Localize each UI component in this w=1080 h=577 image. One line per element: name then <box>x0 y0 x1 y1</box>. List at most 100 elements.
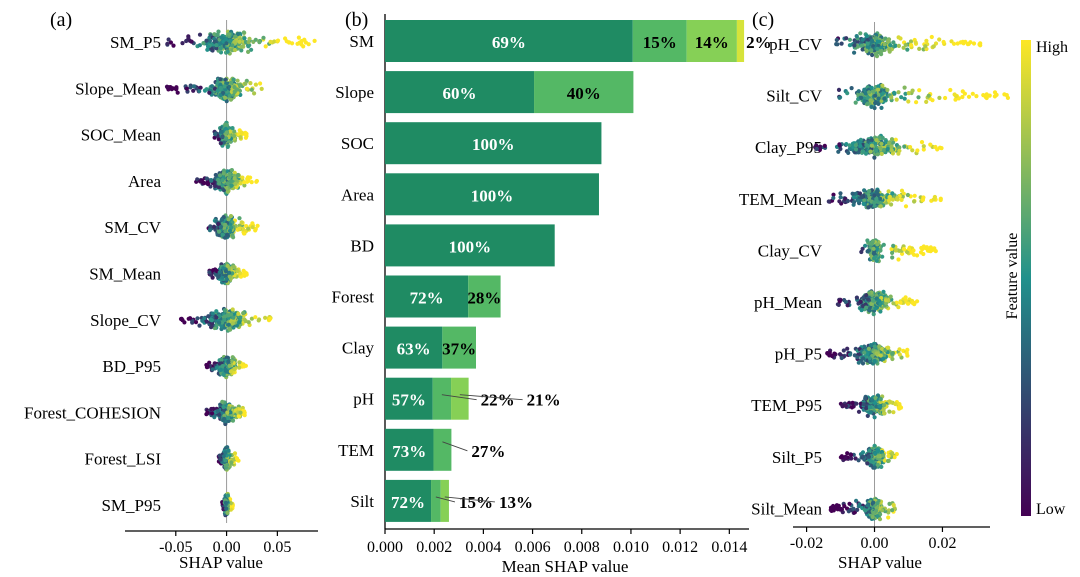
shap-dot <box>869 241 874 246</box>
shap-dot <box>948 87 953 93</box>
shap-dot <box>845 346 850 351</box>
shap-dot <box>832 351 837 356</box>
shap-dot <box>873 52 879 57</box>
shap-dot <box>868 149 873 154</box>
shap-dot <box>879 151 884 156</box>
shap-dot <box>223 273 228 278</box>
shap-dot <box>225 181 230 186</box>
shap-dot <box>910 88 915 93</box>
shap-dot <box>205 182 211 187</box>
shap-dot <box>186 36 191 41</box>
shap-dot <box>207 270 212 275</box>
shap-dot <box>223 500 228 505</box>
shap-dot <box>879 48 884 54</box>
shap-dot <box>236 311 241 316</box>
feature-dots-pH_P5 <box>825 341 910 366</box>
shap-dot <box>881 356 886 361</box>
shap-dot <box>882 96 887 101</box>
shap-dot <box>831 195 836 201</box>
shap-dot <box>889 148 894 153</box>
shap-dot <box>939 146 944 151</box>
shap-dot <box>243 135 248 140</box>
shap-dot <box>886 198 892 203</box>
shap-dot <box>227 228 233 233</box>
shap-dot <box>908 145 913 150</box>
shap-dot <box>222 314 227 319</box>
shap-dot <box>191 84 197 89</box>
shap-dot <box>213 184 218 189</box>
feature-label: pH_CV <box>769 35 823 54</box>
shap-dot <box>893 248 899 253</box>
category-label: SM <box>349 32 374 51</box>
x-tick-label: 0.02 <box>928 535 956 552</box>
shap-dot <box>197 32 203 37</box>
shap-dot <box>233 181 238 186</box>
shap-dot <box>877 344 882 349</box>
shap-dot <box>1005 95 1011 100</box>
shap-dot <box>853 100 858 105</box>
shap-dot <box>226 322 231 327</box>
shap-dot <box>246 49 251 55</box>
shap-dot <box>921 144 926 149</box>
shap-dot <box>228 214 234 219</box>
shap-dot <box>919 140 925 145</box>
shap-dot <box>869 138 874 143</box>
shap-dot <box>871 251 877 256</box>
shap-dot <box>228 369 233 374</box>
shap-dot <box>255 223 260 228</box>
shap-dot <box>953 97 958 102</box>
shap-dot <box>232 129 237 134</box>
shap-dot <box>175 90 180 95</box>
shap-dot <box>886 189 891 194</box>
shap-dot <box>859 308 864 313</box>
shap-dot <box>253 37 258 42</box>
shap-dot <box>191 88 196 93</box>
shap-dot <box>933 144 938 150</box>
shap-dot <box>905 47 910 52</box>
shap-dot <box>253 228 258 233</box>
shap-dot <box>894 97 899 102</box>
shap-dot <box>923 44 928 49</box>
shap-dot <box>227 93 232 98</box>
shap-dot <box>221 171 226 176</box>
shap-dot <box>920 197 925 203</box>
shap-dot <box>856 360 861 365</box>
shap-dot <box>232 85 237 90</box>
shap-dot <box>891 301 896 306</box>
shap-dot <box>180 41 185 46</box>
panel-b-label: (b) <box>345 9 368 31</box>
shap-dot <box>856 198 861 203</box>
shap-dot <box>204 87 209 92</box>
shap-dot <box>220 364 225 369</box>
shap-dot <box>214 309 219 314</box>
shap-dot <box>861 149 866 154</box>
shap-dot <box>238 274 244 279</box>
x-tick-label: 0.002 <box>416 539 452 556</box>
feature-label: Clay_P95 <box>755 138 822 157</box>
shap-dot <box>247 36 252 42</box>
shap-dot <box>232 366 237 372</box>
shap-dot <box>237 320 242 325</box>
shap-dot <box>188 85 193 90</box>
shap-dot <box>246 44 251 49</box>
bar-segment-pH <box>451 377 469 420</box>
shap-dot <box>224 136 229 141</box>
shap-dot <box>229 168 234 173</box>
shap-dot <box>227 274 233 279</box>
shap-dot <box>218 82 223 87</box>
shap-dot <box>215 88 221 93</box>
shap-dot <box>228 179 233 184</box>
shap-dot <box>268 39 273 45</box>
feature-dots-Clay_CV <box>859 238 938 264</box>
feature-label: pH_Mean <box>754 293 822 312</box>
shap-dot <box>891 243 896 248</box>
shap-dot <box>217 270 222 275</box>
shap-dot <box>218 85 223 91</box>
shap-dot <box>223 222 228 227</box>
shap-dot <box>878 204 883 209</box>
bar-share-label: 72% <box>410 289 444 308</box>
shap-dot <box>878 196 883 201</box>
category-label: SOC <box>341 134 374 153</box>
shap-dot <box>845 198 851 204</box>
shap-dot <box>931 44 936 49</box>
